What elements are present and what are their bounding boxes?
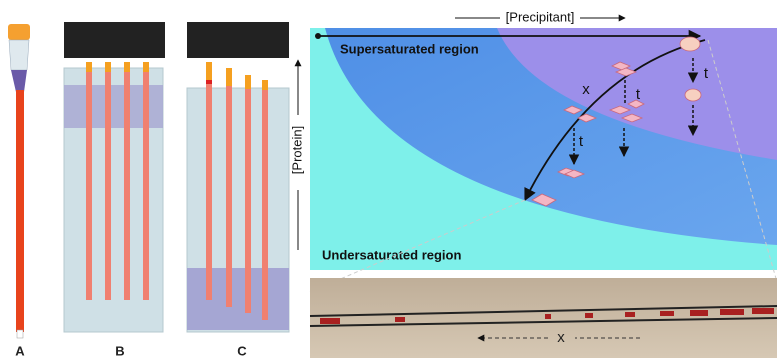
panel-a: A [8, 24, 30, 358]
region-label: Undersaturated region [322, 247, 461, 262]
panel-label: B [115, 343, 124, 358]
annotation: x [557, 329, 565, 346]
panel-c: C [187, 22, 289, 358]
photo: x [310, 278, 777, 358]
panel-b: B [64, 22, 165, 358]
y-axis-label: [Protein] [289, 126, 304, 174]
phase-diagram: [Precipitant] [Protein] Supersaturated r… [289, 9, 777, 292]
panel-label: A [15, 343, 25, 358]
x-axis-label: [Precipitant] [506, 9, 575, 24]
region-label: Supersaturated region [340, 41, 479, 56]
annotation: x [582, 81, 590, 98]
panel-label: C [237, 343, 247, 358]
figure: A B C [0, 0, 777, 358]
